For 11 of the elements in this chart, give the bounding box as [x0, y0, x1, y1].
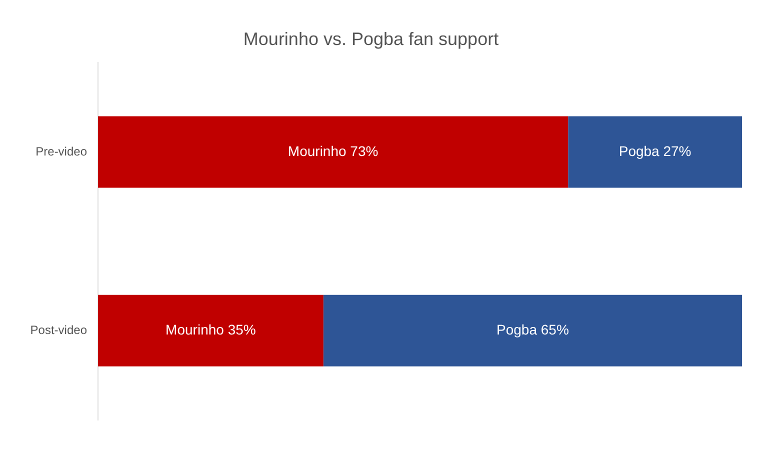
text: Mourinho	[288, 142, 346, 159]
text: Pogba	[618, 142, 660, 159]
y-tick-label: Post-video	[30, 322, 88, 337]
data-label: 65%	[540, 322, 569, 338]
data-label: 27%	[663, 142, 692, 159]
chart-title: Mourinho vs. Pogba fan support	[243, 28, 499, 49]
data-label: 73%	[350, 142, 378, 159]
data-label: 35%	[228, 322, 256, 338]
y-tick-label: Pre-video	[36, 144, 88, 158]
series-label: Pogba	[496, 322, 538, 338]
series-label: Mourinho	[166, 322, 224, 338]
